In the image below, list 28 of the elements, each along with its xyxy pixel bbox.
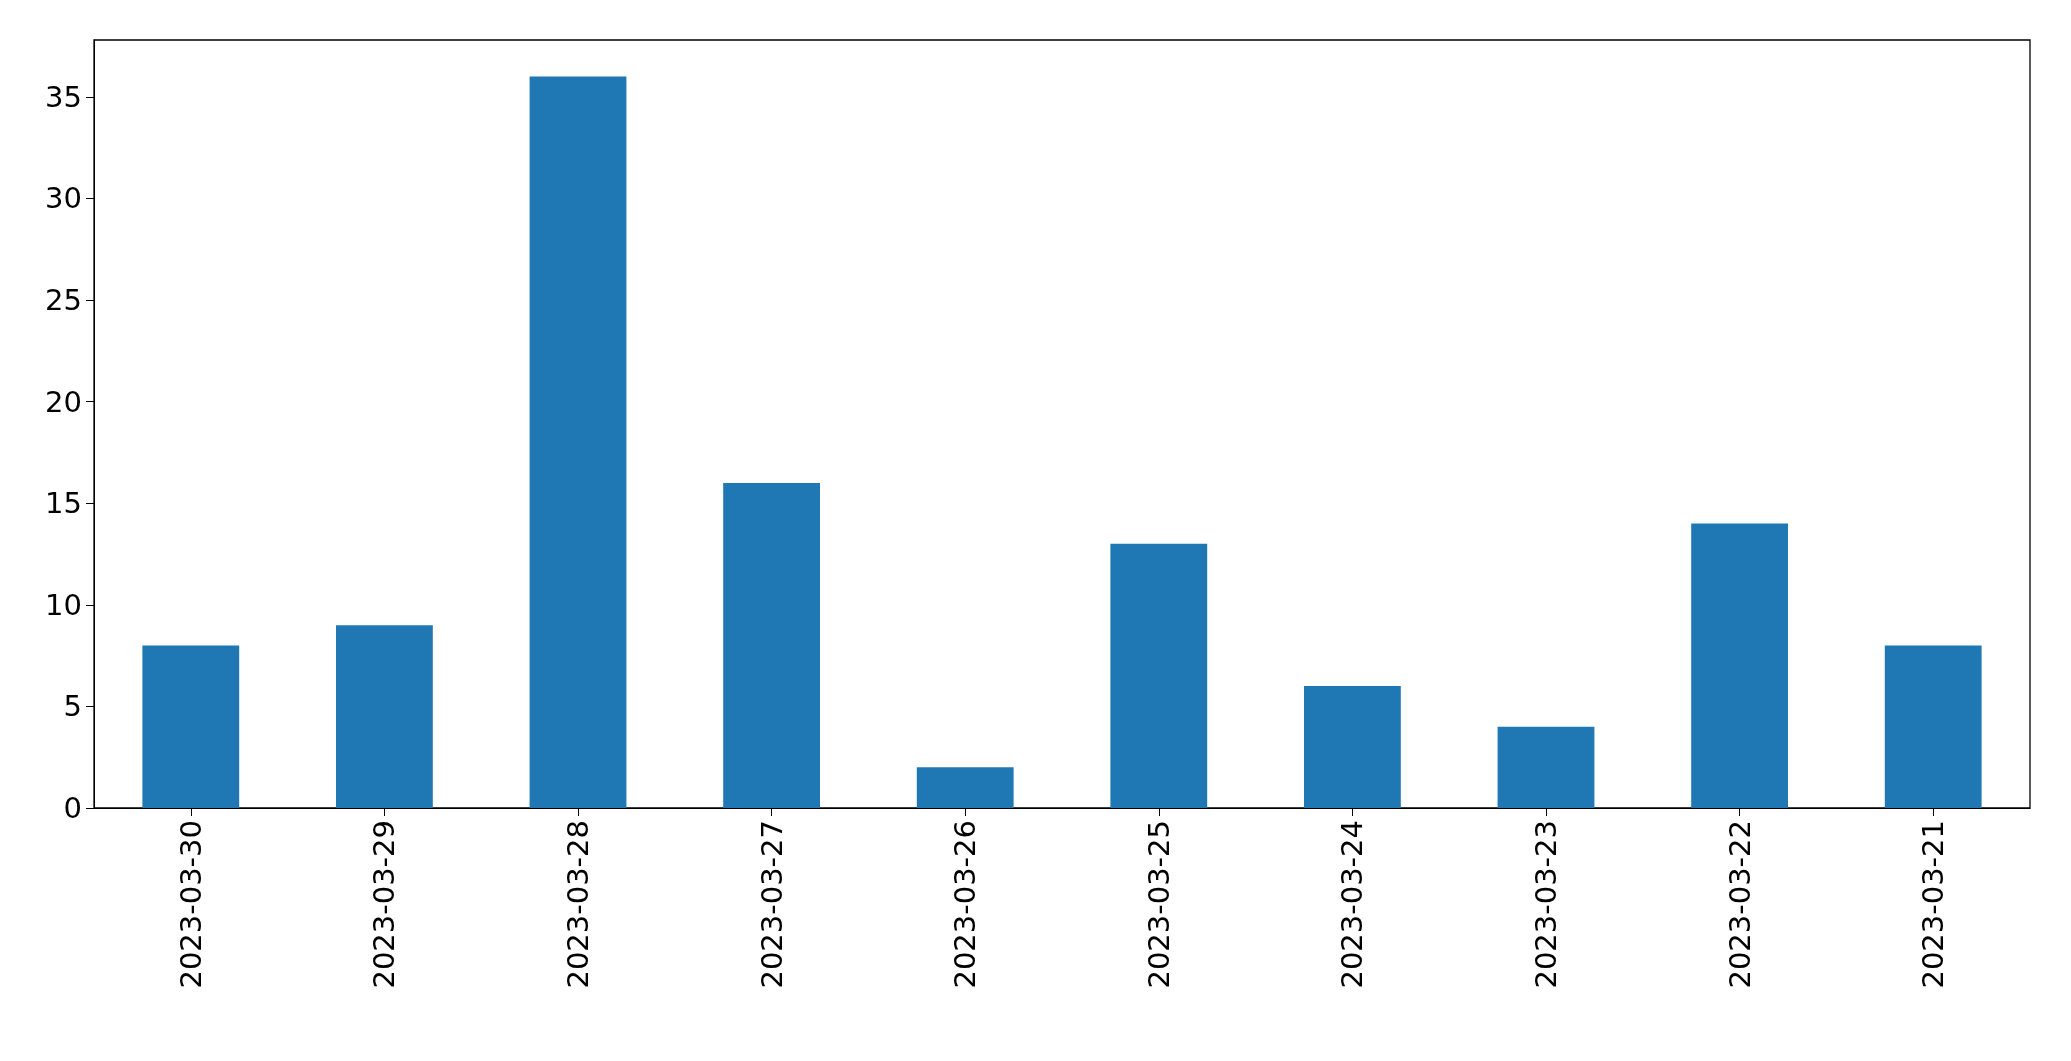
bar	[723, 482, 820, 808]
y-tick-label: 15	[45, 486, 82, 521]
x-tick-label: 2023-03-30	[173, 820, 208, 989]
y-tick-label: 5	[63, 689, 82, 724]
x-tick-label: 2023-03-29	[367, 820, 402, 989]
y-tick-label: 0	[63, 791, 82, 825]
y-tick-label: 10	[45, 587, 82, 622]
bar	[1110, 543, 1208, 808]
x-tick-label: 2023-03-26	[948, 820, 983, 989]
bar	[529, 76, 627, 808]
x-tick-label: 2023-03-23	[1529, 820, 1563, 989]
x-tick-label: 2023-03-22	[1722, 820, 1757, 989]
x-tick-label: 2023-03-24	[1335, 820, 1370, 989]
x-tick-label: 2023-03-21	[1916, 820, 1951, 989]
y-tick-label: 30	[45, 181, 82, 216]
bar	[142, 645, 240, 808]
y-tick-label: 20	[45, 384, 82, 419]
y-tick-label: 35	[45, 79, 82, 114]
bar	[1497, 726, 1595, 808]
bar	[1304, 686, 1401, 808]
bar	[916, 767, 1014, 808]
bar	[1884, 645, 1982, 808]
x-tick-label: 2023-03-25	[1141, 820, 1176, 989]
bar	[336, 625, 433, 808]
x-tick-label: 2023-03-27	[754, 820, 789, 989]
y-tick-label: 25	[45, 283, 82, 318]
x-tick-label: 2023-03-28	[561, 820, 595, 989]
bar	[1691, 523, 1788, 808]
